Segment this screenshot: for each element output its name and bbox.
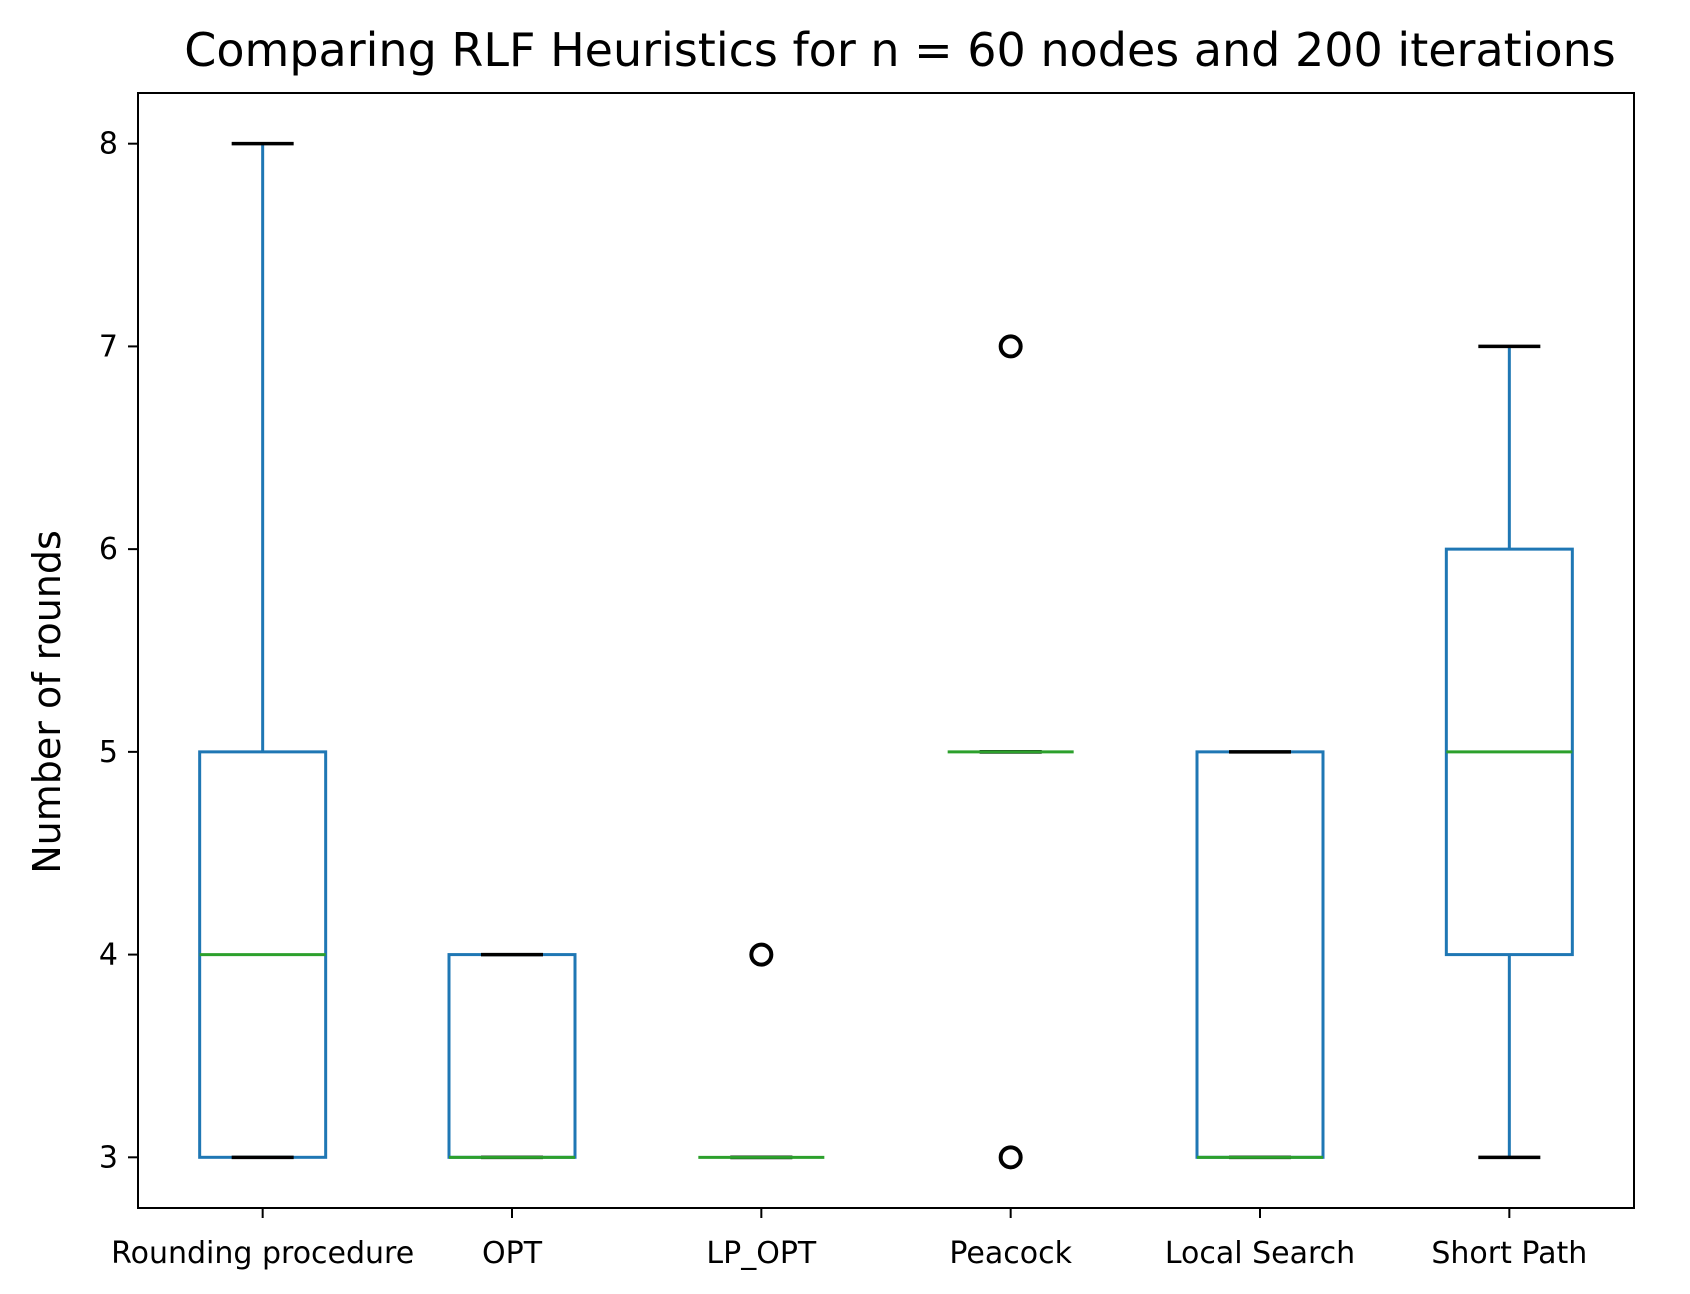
outlier-point [749,942,774,967]
box-group [1195,750,1325,1160]
box-group [198,141,328,1160]
x-tick-label: Short Path [1431,1236,1587,1271]
y-tick-label: 6 [99,532,118,567]
plot-marks [198,141,1574,1170]
y-tick-label: 5 [99,735,118,770]
box-iqr [447,953,577,1159]
outlier-point [998,1145,1023,1170]
x-tick-label: LP_OPT [706,1236,817,1271]
plot-frame [137,92,1635,1209]
y-axis-label: Number of rounds [25,530,69,874]
chart-title: Comparing RLF Heuristics for n = 60 node… [184,23,1615,77]
y-tick-label: 4 [99,938,118,973]
box-group [947,334,1074,1170]
box-group [698,942,825,1160]
y-axis: 3 4 5 6 7 8 [99,127,138,1175]
y-tick-label: 3 [99,1140,118,1175]
x-tick-label: OPT [482,1236,543,1271]
box-iqr [1195,750,1325,1159]
outlier-point [998,334,1023,359]
x-tick-label: Local Search [1165,1236,1355,1271]
x-tick-label: Rounding procedure [111,1236,414,1271]
box-group [1444,344,1574,1160]
y-tick-label: 7 [99,329,118,364]
x-axis: Rounding procedure OPT LP_OPT Peacock Local … [111,1208,1587,1271]
x-tick-label: Peacock [949,1236,1072,1271]
y-tick-label: 8 [99,127,118,162]
box-group [447,952,577,1160]
